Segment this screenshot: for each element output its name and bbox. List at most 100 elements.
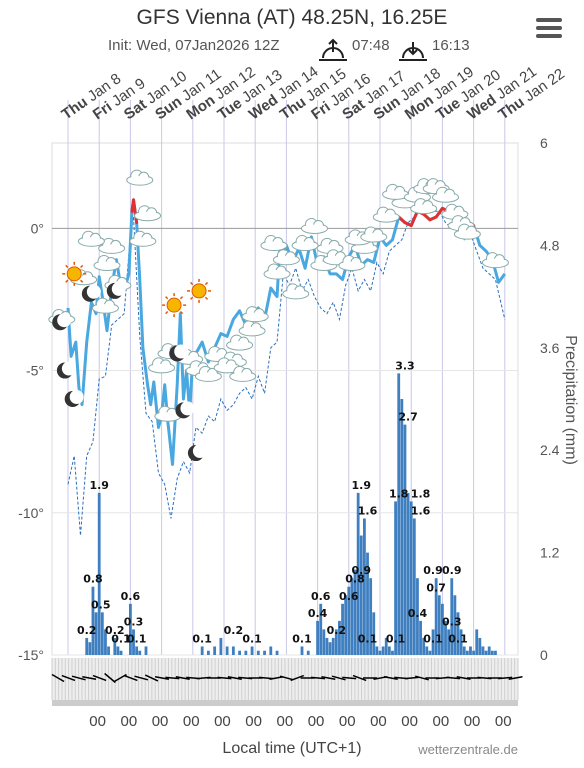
- hour-tick-label: 00: [276, 713, 294, 730]
- precip-value-label: 0.1: [242, 632, 262, 645]
- wind-arrow: [279, 675, 294, 681]
- wind-arrow: [217, 676, 232, 680]
- precip-bar: [409, 501, 413, 655]
- right-tick-label: 0: [540, 647, 548, 663]
- plot-frame: [51, 142, 519, 656]
- wind-arrow: [508, 676, 523, 680]
- precip-bar: [256, 650, 260, 655]
- right-tick-label: 6: [540, 135, 548, 151]
- wind-arrow: [331, 675, 346, 681]
- sun-disc: [66, 266, 82, 282]
- cloud-fill: [149, 363, 174, 372]
- precip-bar: [231, 646, 235, 655]
- precip-bar: [356, 492, 360, 655]
- cloud-icon: [148, 357, 176, 374]
- precip-bar: [400, 399, 404, 655]
- temperature-above-zero: [132, 198, 139, 225]
- cloud-icon: [77, 230, 105, 247]
- precip-bar: [97, 492, 101, 655]
- wind-arrow: [51, 673, 65, 683]
- cloud-fill: [293, 241, 318, 250]
- precip-bar: [88, 642, 92, 655]
- wind-arrow: [498, 676, 513, 680]
- precip-bar: [104, 629, 107, 655]
- wind-arrow: [342, 676, 357, 680]
- left-tick-label: -15°: [18, 647, 44, 663]
- precip-bar: [250, 646, 254, 655]
- hour-tick-label: 00: [432, 713, 450, 730]
- precip-bar: [465, 650, 469, 655]
- precip-bar: [213, 646, 217, 655]
- hamburger-menu-icon[interactable]: [536, 18, 562, 40]
- precip-value-label: 1.9: [89, 479, 109, 492]
- moon-shadow: [180, 401, 195, 416]
- cloud-fill: [95, 261, 119, 270]
- sunrise-icon: [319, 38, 347, 61]
- cloud-icon: [432, 186, 460, 203]
- precip-bar: [206, 650, 210, 655]
- cloud-icon: [134, 205, 162, 222]
- precip-value-label: 0.9: [352, 564, 372, 577]
- precip-value-label: 0.6: [311, 590, 331, 603]
- cloud-icon: [410, 198, 438, 215]
- precip-bar: [300, 646, 304, 655]
- sun-arrow-head: [408, 49, 418, 56]
- precip-bar: [459, 629, 463, 655]
- precip-bar: [132, 629, 135, 655]
- right-tick-label: 4.8: [540, 237, 560, 253]
- precip-value-label: 0.2: [105, 624, 125, 637]
- wind-arrow: [227, 676, 242, 680]
- cloud-icon: [260, 235, 288, 252]
- sun-ray: [204, 281, 209, 286]
- credit-link[interactable]: wetterzentrale.de: [418, 742, 518, 757]
- temperature-above-zero: [409, 209, 419, 227]
- cloud-fill: [230, 372, 255, 381]
- sunset-time: 16:13: [432, 37, 470, 54]
- cloud-fill: [374, 213, 399, 222]
- precip-bar: [456, 612, 460, 655]
- precip-bar: [469, 646, 472, 655]
- precip-value-label: 3.3: [395, 359, 415, 372]
- precip-bar: [422, 637, 426, 655]
- cloud-icon: [282, 283, 310, 300]
- precip-bar: [447, 629, 451, 655]
- sun-ray: [165, 296, 169, 300]
- moon-shadow: [111, 281, 126, 296]
- sun-icon: [187, 278, 212, 303]
- moon-icon: [106, 281, 126, 299]
- precip-bar: [353, 569, 357, 655]
- wind-arrow: [165, 676, 180, 680]
- wind-arrow: [352, 674, 367, 682]
- precip-bar: [100, 612, 104, 655]
- right-tick-label: 3.6: [540, 340, 560, 356]
- hour-tick-label: 00: [89, 713, 106, 730]
- precip-value-label: 0.7: [426, 581, 446, 594]
- cloud-fill: [283, 289, 308, 298]
- cloud-icon: [93, 254, 121, 271]
- precip-bar: [431, 629, 435, 655]
- moon-shadow: [174, 344, 189, 359]
- cloud-icon: [126, 169, 154, 186]
- precip-bar: [325, 637, 329, 655]
- precip-value-label: 0.9: [423, 564, 443, 577]
- wind-arrow: [446, 676, 461, 680]
- precip-bar: [425, 646, 429, 655]
- precip-bar: [487, 646, 491, 655]
- precip-bar: [144, 646, 148, 655]
- wind-arrow: [290, 674, 305, 682]
- precip-bar: [200, 646, 204, 655]
- wind-arrow: [134, 675, 149, 681]
- precip-bar: [403, 424, 407, 655]
- precip-bar: [372, 612, 376, 655]
- precip-bar: [484, 650, 488, 655]
- precip-bar: [107, 646, 110, 655]
- cloud-icon: [98, 237, 126, 254]
- moon-shadow: [192, 444, 207, 459]
- cloud-fill: [215, 363, 240, 372]
- cloud-icon: [481, 252, 509, 269]
- cloud-icon: [272, 249, 300, 266]
- sunrise-time: 07:48: [352, 37, 390, 54]
- wind-arrow: [404, 676, 419, 680]
- precip-value-label: 0.4: [308, 607, 328, 620]
- precip-value-label: 0.8: [83, 573, 103, 586]
